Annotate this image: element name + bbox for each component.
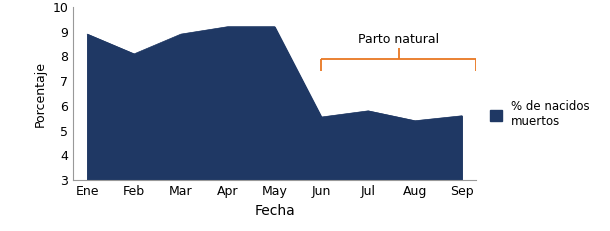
Text: Parto natural: Parto natural <box>358 33 439 46</box>
Legend: % de nacidos
muertos: % de nacidos muertos <box>490 100 590 128</box>
Y-axis label: Porcentaje: Porcentaje <box>34 61 47 127</box>
X-axis label: Fecha: Fecha <box>254 204 295 218</box>
